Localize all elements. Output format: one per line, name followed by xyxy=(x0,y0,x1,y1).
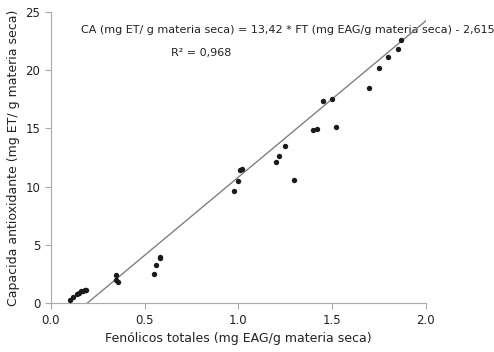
Point xyxy=(276,153,284,159)
Point xyxy=(66,297,74,302)
Point xyxy=(384,55,392,60)
Point xyxy=(290,177,298,183)
Point xyxy=(281,143,289,149)
Point xyxy=(272,159,280,165)
Y-axis label: Capacida antioxidante (mg ET/ g materia seca): Capacida antioxidante (mg ET/ g materia … xyxy=(7,9,20,306)
Text: R² = 0,968: R² = 0,968 xyxy=(171,48,231,58)
Point xyxy=(366,86,373,91)
Point xyxy=(156,254,164,259)
Point xyxy=(82,288,90,293)
Point xyxy=(236,168,244,173)
Point xyxy=(81,288,88,293)
Point xyxy=(234,178,242,184)
Text: CA (mg ET/ g materia seca) = 13,42 * FT (mg EAG/g materia seca) - 2,615: CA (mg ET/ g materia seca) = 13,42 * FT … xyxy=(81,25,494,35)
Point xyxy=(397,37,405,43)
Point xyxy=(75,290,83,295)
X-axis label: Fenólicos totales (mg EAG/g materia seca): Fenólicos totales (mg EAG/g materia seca… xyxy=(105,332,371,345)
Point xyxy=(73,291,81,297)
Point xyxy=(231,188,239,194)
Point xyxy=(152,262,160,268)
Point xyxy=(79,288,86,294)
Point xyxy=(114,279,122,285)
Point xyxy=(150,271,158,277)
Point xyxy=(69,294,77,300)
Point xyxy=(319,98,327,104)
Point xyxy=(238,166,246,172)
Point xyxy=(328,96,336,101)
Point xyxy=(156,256,164,261)
Point xyxy=(113,277,121,283)
Point xyxy=(332,124,340,130)
Point xyxy=(313,126,321,132)
Point xyxy=(113,272,121,278)
Point xyxy=(77,289,85,294)
Point xyxy=(394,46,402,52)
Point xyxy=(309,127,317,133)
Point xyxy=(375,65,383,71)
